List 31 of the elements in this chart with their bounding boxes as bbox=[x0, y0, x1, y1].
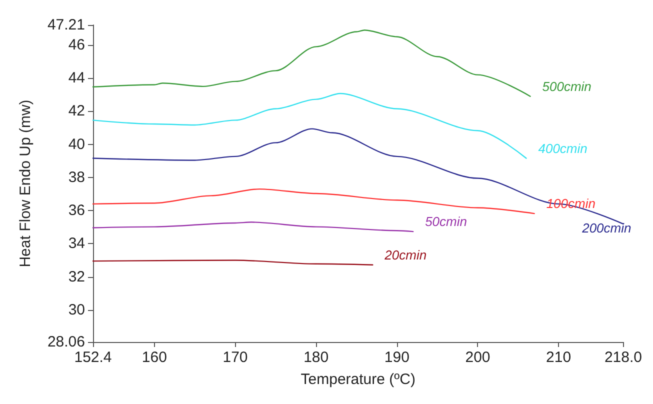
series-label: 20cmin bbox=[384, 247, 427, 262]
x-tick-label: 190 bbox=[384, 349, 410, 366]
y-tick-label: 46 bbox=[68, 36, 85, 54]
y-tick-label: 42 bbox=[68, 102, 85, 120]
x-tick-label: 210 bbox=[546, 349, 572, 366]
y-tick-label: 32 bbox=[68, 268, 85, 286]
x-tick-label: 152.4 bbox=[74, 349, 112, 366]
x-axis-title: Temperature (ºC) bbox=[300, 371, 416, 388]
x-tick-label: 218.0 bbox=[604, 349, 642, 366]
x-tick-label: 180 bbox=[304, 349, 329, 366]
x-tick-label: 200 bbox=[465, 349, 490, 366]
y-tick-label: 40 bbox=[68, 136, 85, 153]
y-tick-label: 28.06 bbox=[47, 334, 85, 350]
line-series bbox=[92, 30, 531, 97]
x-tick-label: 160 bbox=[142, 349, 167, 366]
series-label: 500cmin bbox=[542, 78, 592, 94]
line-series bbox=[92, 222, 414, 232]
line-series bbox=[92, 92, 527, 159]
y-tick-label: 44 bbox=[68, 70, 85, 87]
line-series bbox=[92, 188, 535, 214]
series-label: 200cmin bbox=[581, 220, 632, 236]
y-tick-label: 36 bbox=[68, 202, 85, 220]
series-label: 400cmin bbox=[538, 140, 588, 156]
y-tick-label: 34 bbox=[68, 235, 85, 252]
x-tick-label: 170 bbox=[222, 349, 248, 366]
line-series bbox=[92, 128, 624, 225]
series-label: 50cmin bbox=[425, 214, 467, 230]
y-tick-label: 47.21 bbox=[47, 16, 85, 34]
y-axis-title: Heat Flow Endo Up (mw) bbox=[17, 100, 34, 268]
y-tick-label: 38 bbox=[68, 168, 85, 186]
y-tick-label: 30 bbox=[68, 301, 85, 318]
